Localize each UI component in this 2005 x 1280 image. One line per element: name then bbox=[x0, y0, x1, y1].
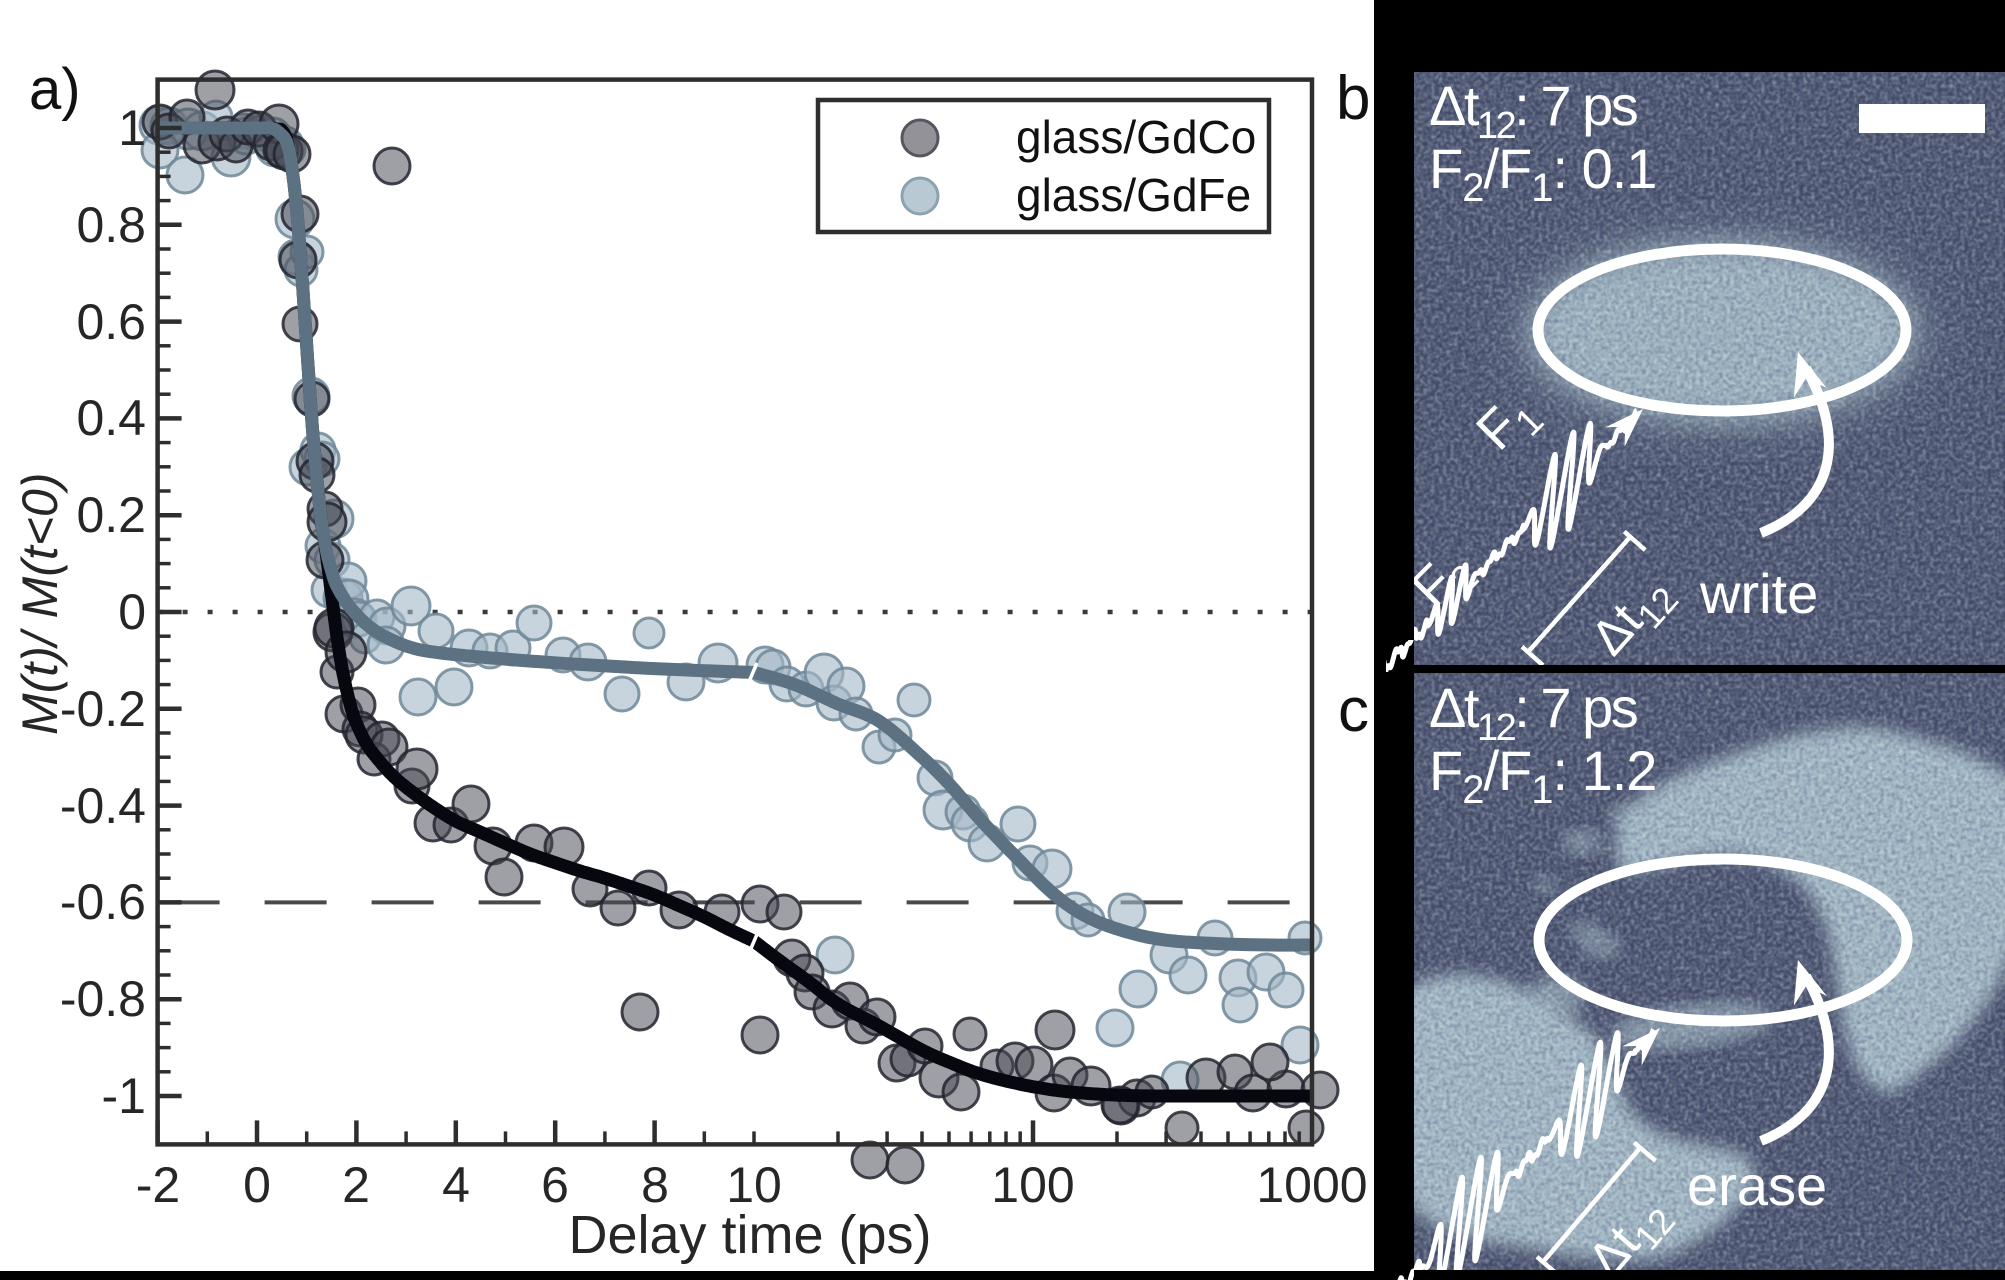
svg-text:-0.4: -0.4 bbox=[60, 778, 146, 834]
svg-text:erase: erase bbox=[1687, 1154, 1827, 1217]
svg-text:10: 10 bbox=[726, 1157, 782, 1213]
svg-text:0: 0 bbox=[118, 584, 146, 640]
svg-text:0.4: 0.4 bbox=[76, 390, 146, 446]
svg-text:Delay time (ps): Delay time (ps) bbox=[568, 1205, 931, 1265]
svg-text:c: c bbox=[1338, 676, 1369, 745]
svg-text:Δt12: 7 ps: Δt12: 7 ps bbox=[1429, 74, 1637, 147]
svg-text:1000: 1000 bbox=[1256, 1157, 1367, 1213]
svg-text:-0.6: -0.6 bbox=[60, 874, 146, 930]
svg-text:-0.2: -0.2 bbox=[60, 681, 146, 737]
svg-text:-2: -2 bbox=[136, 1157, 180, 1213]
svg-text:0.2: 0.2 bbox=[76, 487, 146, 543]
svg-text:-1: -1 bbox=[102, 1068, 146, 1124]
svg-text:4: 4 bbox=[442, 1157, 470, 1213]
svg-text:write: write bbox=[1699, 562, 1818, 625]
svg-text:-0.8: -0.8 bbox=[60, 971, 146, 1027]
svg-text:0.6: 0.6 bbox=[76, 294, 146, 350]
svg-text:6: 6 bbox=[541, 1157, 569, 1213]
svg-text:0.8: 0.8 bbox=[76, 197, 146, 253]
svg-text:a): a) bbox=[29, 57, 81, 122]
svg-text:glass/GdCo: glass/GdCo bbox=[1016, 111, 1256, 163]
svg-text:b: b bbox=[1336, 64, 1370, 133]
svg-text:8: 8 bbox=[641, 1157, 669, 1213]
svg-text:0: 0 bbox=[243, 1157, 271, 1213]
svg-text:M(t)/ M(t<0): M(t)/ M(t<0) bbox=[12, 473, 68, 735]
svg-text:glass/GdFe: glass/GdFe bbox=[1016, 169, 1251, 221]
svg-text:Δt12: 7 ps: Δt12: 7 ps bbox=[1429, 676, 1637, 749]
svg-text:1: 1 bbox=[118, 100, 146, 156]
svg-text:100: 100 bbox=[991, 1157, 1074, 1213]
svg-text:2: 2 bbox=[342, 1157, 370, 1213]
